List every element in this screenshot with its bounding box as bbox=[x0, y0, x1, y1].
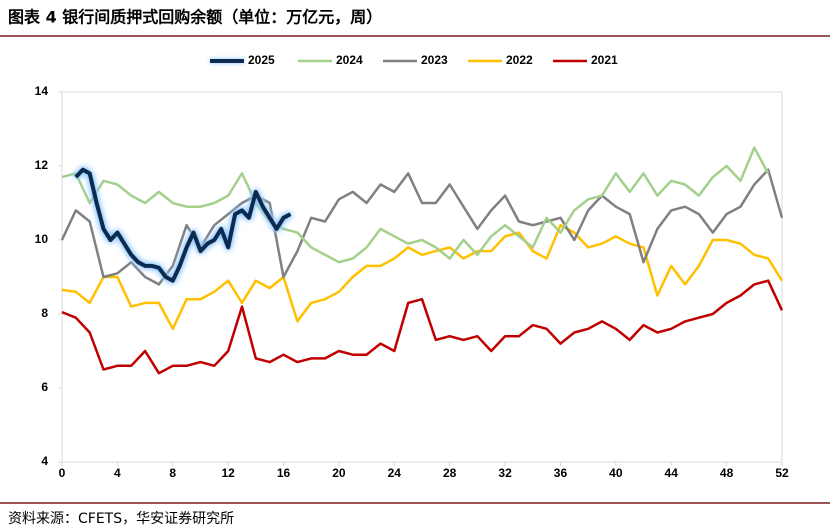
legend-label: 2023 bbox=[421, 53, 448, 67]
legend-label: 2022 bbox=[506, 53, 533, 67]
x-tick-label: 32 bbox=[498, 466, 512, 480]
x-tick-label: 44 bbox=[665, 466, 679, 480]
legend-label: 2021 bbox=[591, 53, 618, 67]
x-tick-label: 20 bbox=[332, 466, 346, 480]
x-tick-label: 28 bbox=[443, 466, 457, 480]
x-tick-label: 8 bbox=[169, 466, 176, 480]
y-tick-label: 12 bbox=[35, 158, 49, 172]
x-tick-label: 48 bbox=[720, 466, 734, 480]
y-tick-label: 6 bbox=[41, 380, 48, 394]
series-line bbox=[60, 168, 784, 286]
y-tick-label: 14 bbox=[35, 84, 49, 98]
series-line bbox=[61, 146, 770, 264]
series-line bbox=[74, 167, 292, 283]
legend-label: 2025 bbox=[248, 53, 275, 67]
x-tick-label: 0 bbox=[59, 466, 66, 480]
x-tick-label: 40 bbox=[609, 466, 623, 480]
plot-frame bbox=[61, 91, 783, 463]
y-tick-label: 10 bbox=[35, 232, 49, 246]
x-tick-label: 24 bbox=[388, 466, 402, 480]
chart-title: 图表 4 银行间质押式回购余额（单位：万亿元，周） bbox=[8, 8, 382, 27]
series-line bbox=[61, 279, 784, 375]
y-tick-label: 8 bbox=[41, 306, 48, 320]
x-tick-label: 4 bbox=[114, 466, 121, 480]
series-line bbox=[61, 223, 784, 331]
source: 资料来源：CFETS，华安证券研究所 bbox=[8, 511, 234, 527]
x-tick-label: 12 bbox=[221, 466, 235, 480]
x-tick-label: 36 bbox=[554, 466, 568, 480]
y-tick-label: 4 bbox=[41, 454, 48, 468]
legend-label: 2024 bbox=[336, 53, 363, 67]
x-tick-label: 52 bbox=[775, 466, 789, 480]
x-tick-label: 16 bbox=[277, 466, 291, 480]
